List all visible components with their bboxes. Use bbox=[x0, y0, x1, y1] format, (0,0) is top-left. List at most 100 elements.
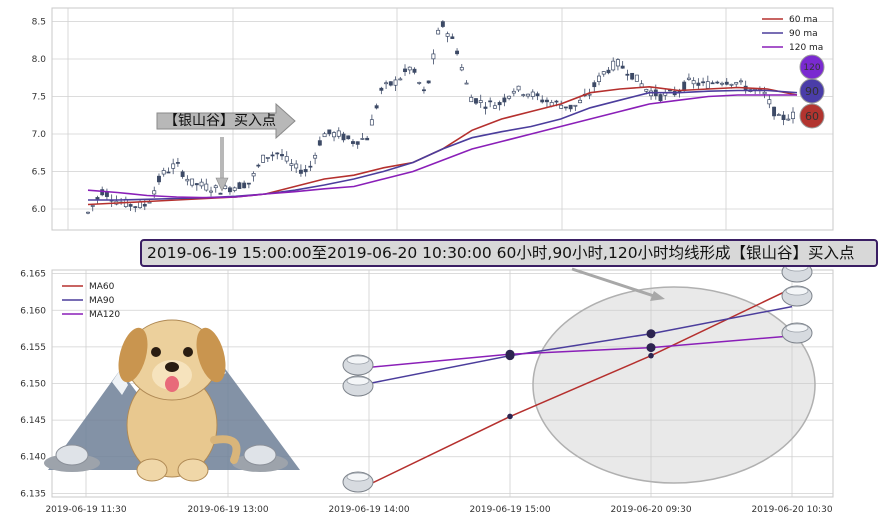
candle-body bbox=[190, 178, 195, 186]
candle-body bbox=[535, 93, 540, 97]
candle-body bbox=[227, 187, 232, 193]
candle-body bbox=[185, 178, 190, 182]
silver-cup-icon bbox=[342, 354, 374, 376]
candle-body bbox=[464, 82, 469, 85]
candle-body bbox=[246, 182, 251, 185]
bottom-point bbox=[646, 343, 656, 353]
silver-cup-icon bbox=[781, 285, 813, 307]
banner-pointer-head bbox=[650, 291, 665, 301]
bottom-ma-line-90 bbox=[368, 305, 793, 385]
candle-body bbox=[147, 201, 152, 204]
bottom-point bbox=[507, 413, 513, 420]
candle-body bbox=[729, 83, 734, 86]
candle-body bbox=[781, 114, 786, 121]
candle-body bbox=[767, 99, 772, 105]
candle-body bbox=[204, 183, 209, 191]
decorative-illustration bbox=[44, 261, 813, 493]
candle-body bbox=[772, 106, 777, 117]
candle-body bbox=[355, 141, 360, 145]
candle-body bbox=[497, 102, 502, 106]
bottom-y-tick: 6.165 bbox=[20, 270, 46, 280]
candle-body bbox=[407, 66, 412, 71]
top-legend-label: 120 ma bbox=[789, 43, 823, 53]
candle-body bbox=[209, 190, 213, 193]
candle-body bbox=[365, 137, 370, 141]
bottom-x-tick: 2019-06-19 13:00 bbox=[187, 505, 268, 515]
candle-body bbox=[639, 83, 644, 88]
candle-body bbox=[251, 173, 256, 177]
candle-body bbox=[157, 175, 161, 183]
bottom-legend-label: MA90 bbox=[89, 296, 115, 306]
bottom-y-tick: 6.150 bbox=[20, 380, 46, 390]
candle-body bbox=[384, 82, 389, 85]
banner-pointer-line bbox=[571, 267, 655, 298]
candle-body bbox=[336, 130, 341, 137]
bottom-x-tick: 2019-06-20 09:30 bbox=[610, 505, 691, 515]
silver-cup-rim bbox=[346, 472, 370, 482]
candle-body bbox=[100, 189, 105, 196]
candle-body bbox=[762, 91, 767, 95]
candle-body bbox=[791, 111, 795, 120]
buy-arrow-shape bbox=[156, 102, 296, 140]
dog-paw-icon bbox=[177, 458, 209, 482]
candle-body bbox=[526, 93, 530, 97]
candle-body bbox=[294, 163, 299, 169]
top-ma-line-120 bbox=[87, 94, 797, 199]
candle-body bbox=[426, 80, 431, 84]
bottom-legend-label: MA120 bbox=[89, 310, 120, 320]
candle-body bbox=[507, 95, 512, 99]
candle-body bbox=[530, 91, 535, 97]
bottom-point bbox=[648, 352, 654, 359]
top-legend-label: 90 ma bbox=[789, 29, 818, 39]
silver-cup-rim bbox=[785, 323, 809, 333]
candle-body bbox=[786, 118, 791, 121]
buy-arrow-head bbox=[215, 177, 229, 192]
candle-body bbox=[213, 185, 218, 189]
silver-ingot-icon bbox=[243, 444, 277, 466]
candle-body bbox=[412, 68, 417, 73]
bottom-y-tick: 6.140 bbox=[20, 453, 46, 463]
candle-body bbox=[346, 135, 351, 140]
candle-body bbox=[459, 67, 464, 71]
candle-body bbox=[332, 132, 336, 138]
candle-body bbox=[322, 133, 327, 138]
candle-body bbox=[242, 182, 247, 189]
candle-body bbox=[568, 104, 573, 110]
candle-body bbox=[237, 182, 242, 189]
candle-body bbox=[611, 60, 616, 71]
candle-body bbox=[720, 82, 724, 85]
top-y-tick: 8.5 bbox=[32, 18, 46, 28]
dog-tail-icon bbox=[210, 435, 241, 464]
dog-ear-icon bbox=[196, 327, 226, 383]
candle-body bbox=[275, 152, 280, 155]
candle-body bbox=[341, 133, 346, 141]
candle-body bbox=[696, 82, 701, 86]
candle-body bbox=[450, 36, 455, 39]
bottom-legend-label: MA60 bbox=[89, 282, 115, 292]
candle-body bbox=[180, 171, 185, 177]
buy-arrow-stem bbox=[220, 137, 224, 179]
bottom-y-tick: 6.135 bbox=[20, 489, 46, 499]
ma-badge-text: 90 bbox=[805, 85, 819, 98]
candle-body bbox=[545, 99, 549, 103]
dog-paw-icon bbox=[136, 458, 168, 482]
candle-body bbox=[630, 72, 635, 80]
top-y-tick: 6.5 bbox=[32, 168, 46, 178]
candle-body bbox=[161, 170, 166, 175]
candle-body bbox=[218, 192, 223, 195]
candle-body bbox=[559, 104, 564, 109]
candle-body bbox=[587, 93, 592, 96]
candle-body bbox=[403, 68, 407, 73]
candle-body bbox=[379, 87, 384, 91]
candle-body bbox=[478, 100, 483, 103]
bottom-y-tick: 6.160 bbox=[20, 306, 46, 316]
top-legend-label: 60 ma bbox=[789, 15, 818, 25]
candle-body bbox=[86, 211, 90, 214]
candle-body bbox=[289, 163, 294, 166]
dog-eye-icon bbox=[151, 347, 161, 357]
candle-body bbox=[142, 203, 147, 207]
candle-body bbox=[284, 156, 289, 162]
candle-body bbox=[303, 169, 308, 173]
candle-body bbox=[488, 100, 493, 103]
